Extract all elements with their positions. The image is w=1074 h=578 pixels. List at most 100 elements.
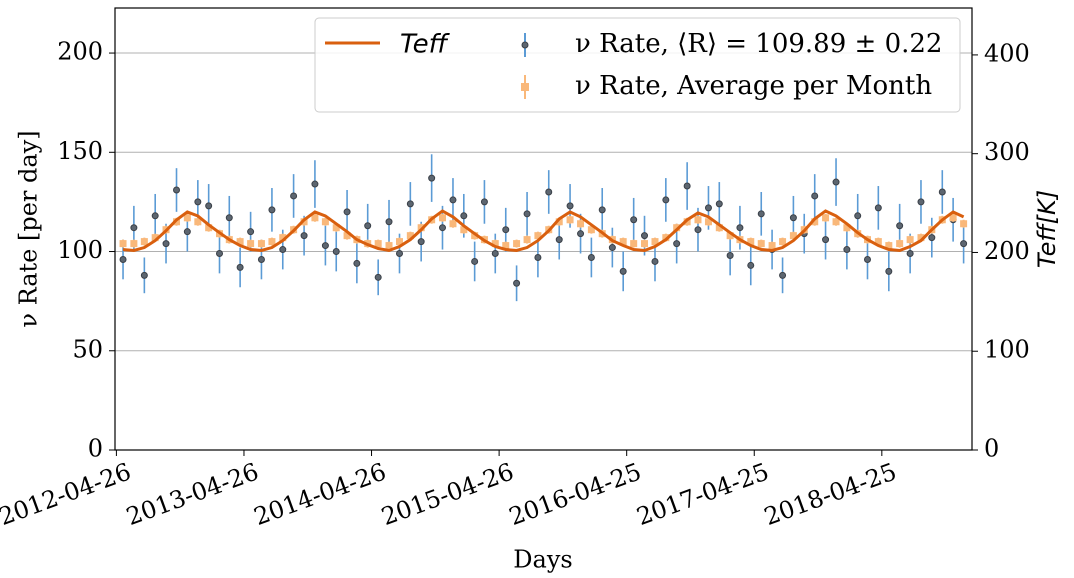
average-marker — [332, 224, 340, 232]
data-point — [290, 192, 298, 200]
y2-tick-label: 400 — [984, 39, 1030, 67]
average-marker — [130, 240, 138, 248]
data-point — [832, 178, 840, 186]
data-point — [630, 216, 638, 224]
average-marker — [343, 232, 351, 240]
average-marker — [438, 214, 446, 222]
data-point — [321, 242, 329, 250]
average-marker — [396, 238, 404, 246]
y-tick-label: 150 — [57, 137, 103, 165]
data-point — [236, 263, 244, 271]
average-marker — [960, 220, 968, 228]
data-point — [874, 204, 882, 212]
average-marker — [236, 238, 244, 246]
y-tick-label: 50 — [72, 335, 103, 363]
legend-marker — [521, 41, 529, 49]
data-point — [173, 186, 181, 194]
data-point — [216, 250, 224, 258]
data-point — [332, 248, 340, 256]
average-marker — [140, 238, 148, 246]
legend-label: ν Rate, ⟨R⟩ = 109.89 ± 0.22 — [575, 29, 942, 59]
data-point — [863, 255, 871, 263]
average-marker — [885, 242, 893, 250]
data-point — [789, 214, 797, 222]
data-point — [694, 226, 702, 234]
average-marker — [619, 238, 627, 246]
average-marker — [715, 224, 723, 232]
y-tick-label: 0 — [88, 435, 103, 463]
average-marker — [449, 220, 457, 228]
data-point — [704, 204, 712, 212]
data-point — [545, 188, 553, 196]
data-point — [523, 210, 531, 218]
average-marker — [843, 224, 851, 232]
average-marker — [279, 234, 287, 242]
average-marker — [406, 232, 414, 240]
data-point — [311, 180, 319, 188]
average-marker — [747, 238, 755, 246]
data-point — [534, 253, 542, 261]
average-marker — [183, 214, 191, 222]
data-point — [747, 261, 755, 269]
data-point — [811, 192, 819, 200]
data-point — [726, 251, 734, 259]
legend-label: Teff — [400, 30, 451, 60]
data-point — [480, 198, 488, 206]
average-marker — [311, 214, 319, 222]
data-point — [247, 228, 255, 236]
data-point — [343, 208, 351, 216]
data-point — [641, 232, 649, 240]
average-marker — [374, 240, 382, 248]
data-point — [673, 240, 681, 248]
data-point — [225, 214, 233, 222]
average-marker — [151, 234, 159, 242]
y2-tick-label: 200 — [984, 237, 1030, 265]
average-marker — [566, 216, 574, 224]
data-point — [619, 267, 627, 275]
data-point — [854, 212, 862, 220]
average-marker — [523, 236, 531, 244]
data-point — [843, 246, 851, 254]
data-point — [513, 279, 521, 287]
average-marker — [874, 238, 882, 246]
average-marker — [630, 240, 638, 248]
data-point — [257, 255, 265, 263]
data-point — [119, 255, 127, 263]
data-point — [406, 200, 414, 208]
average-marker — [906, 236, 914, 244]
average-marker — [779, 238, 787, 246]
average-marker — [949, 214, 957, 222]
data-point — [353, 259, 361, 267]
data-point — [502, 226, 510, 234]
y2-tick-label: 100 — [984, 336, 1030, 364]
average-marker — [119, 240, 127, 248]
data-point — [140, 271, 148, 279]
data-point — [162, 240, 170, 248]
data-point — [736, 224, 744, 232]
data-point — [428, 174, 436, 182]
average-marker — [460, 226, 468, 234]
average-marker — [651, 238, 659, 246]
data-point — [374, 273, 382, 281]
data-point — [385, 218, 393, 226]
average-marker — [896, 240, 904, 248]
data-point — [683, 182, 691, 190]
data-point — [491, 250, 499, 258]
data-point — [130, 224, 138, 232]
data-point — [587, 253, 595, 261]
data-point — [906, 250, 914, 258]
legend-marker — [521, 83, 529, 91]
data-point — [960, 240, 968, 248]
average-marker — [641, 240, 649, 248]
data-point — [396, 250, 404, 258]
average-marker — [321, 218, 329, 226]
average-marker — [917, 234, 925, 242]
data-point — [651, 257, 659, 265]
y-axis-label: ν Rate [per day] — [15, 130, 43, 327]
average-marker — [577, 220, 585, 228]
data-point — [885, 267, 893, 275]
data-point — [449, 196, 457, 204]
data-point — [364, 222, 372, 230]
data-point — [757, 210, 765, 218]
